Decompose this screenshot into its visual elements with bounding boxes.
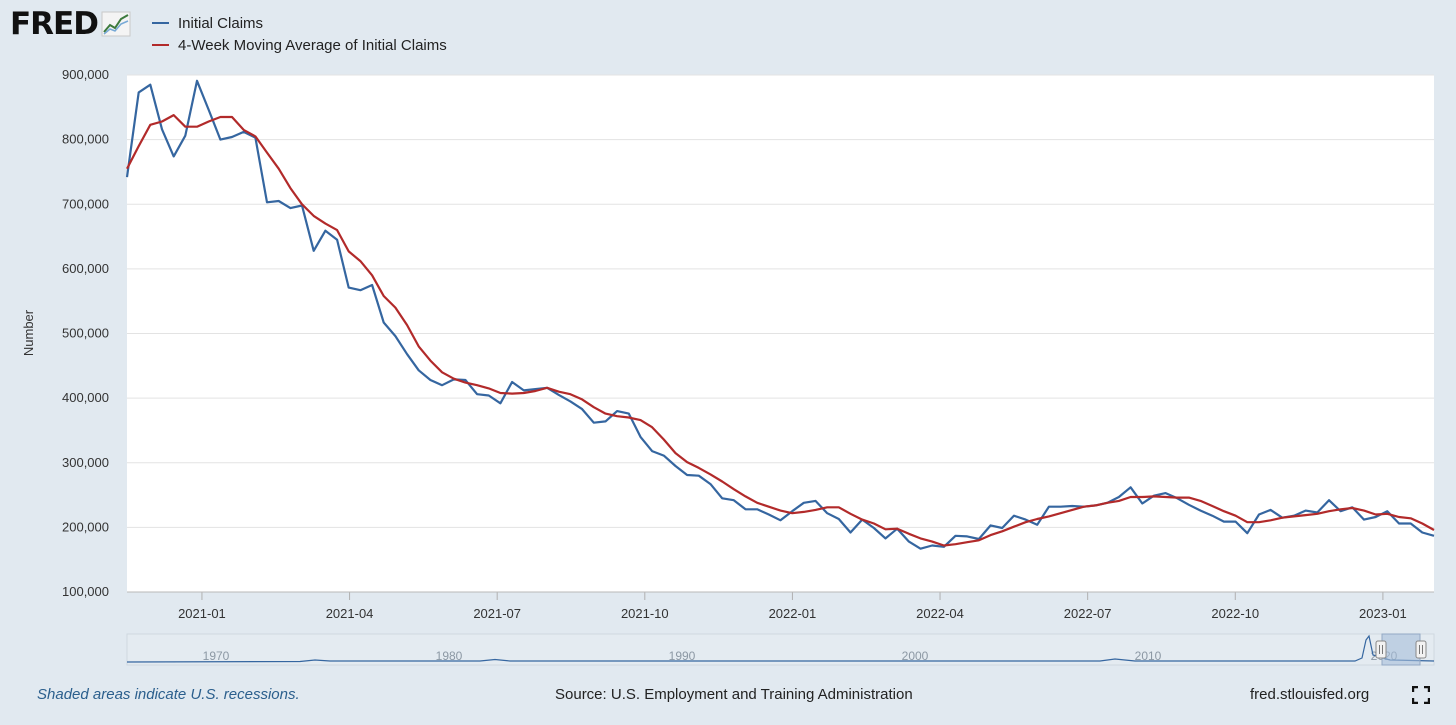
x-tick-label: 2022-10 (1211, 606, 1259, 621)
moving-average-line (126, 113, 1435, 547)
x-tick-label: 2021-07 (473, 606, 521, 621)
x-tick-label: 2023-01 (1359, 606, 1407, 621)
fred-logo-text: FRED (10, 6, 99, 42)
x-tick-label: 2022-01 (769, 606, 817, 621)
y-tick-label: 300,000 (62, 455, 109, 470)
x-tick-label: 2022-04 (916, 606, 964, 621)
legend-swatch-moving-average (152, 44, 169, 46)
x-tick-label: 2021-10 (621, 606, 669, 621)
line-chart-icon (101, 11, 131, 37)
navigator-year-label: 2010 (1135, 649, 1162, 663)
initial-claims-line (125, 79, 1435, 550)
fullscreen-icon[interactable] (1412, 686, 1430, 704)
x-tick-label: 2021-04 (326, 606, 374, 621)
fred-logo[interactable]: FRED (10, 6, 131, 42)
series-lines (125, 79, 1435, 550)
legend-label-initial-claims: Initial Claims (178, 14, 264, 32)
navigator-right-handle[interactable] (1415, 640, 1427, 659)
x-tick-label: 2022-07 (1064, 606, 1112, 621)
y-axis-tick-labels: 100,000 200,000 300,000 400,000 500,000 600,0… (62, 67, 109, 599)
y-tick-label: 400,000 (62, 390, 109, 405)
y-tick-label: 200,000 (62, 519, 109, 534)
x-axis-tick-labels: 2021-01 2021-04 2021-07 2021-10 2022-01 2022-… (127, 591, 1434, 621)
y-tick-label: 600,000 (62, 261, 109, 276)
y-tick-label: 500,000 (62, 326, 109, 341)
navigator-series (126, 634, 1435, 663)
y-tick-label: 700,000 (62, 196, 109, 211)
navigator-track (126, 633, 1435, 666)
gridlines (127, 74, 1434, 528)
y-tick-label: 100,000 (62, 584, 109, 599)
legend-swatch-initial-claims (152, 22, 169, 24)
y-tick-label: 800,000 (62, 132, 109, 147)
chart-legend: Initial Claims 4-Week Moving Average of … (152, 12, 447, 56)
recessions-note: Shaded areas indicate U.S. recessions. (37, 686, 300, 703)
legend-label-moving-average: 4-Week Moving Average of Initial Claims (178, 36, 447, 54)
site-link[interactable]: fred.stlouisfed.org (1250, 686, 1370, 703)
y-axis-label: Number (21, 309, 36, 356)
navigator-year-label: 1990 (669, 649, 696, 663)
navigator-selection[interactable] (1381, 633, 1421, 666)
range-navigator[interactable]: 197019801990200020102020 (126, 633, 1435, 666)
y-tick-label: 900,000 (62, 67, 109, 82)
legend-item-initial-claims[interactable]: Initial Claims (152, 12, 447, 34)
legend-item-moving-average[interactable]: 4-Week Moving Average of Initial Claims (152, 34, 447, 56)
navigator-year-label: 1980 (436, 649, 463, 663)
navigator-year-label: 1970 (203, 649, 230, 663)
navigator-left-handle[interactable] (1375, 640, 1387, 659)
source-note: Source: U.S. Employment and Training Adm… (555, 686, 913, 703)
x-tick-label: 2021-01 (178, 606, 226, 621)
navigator-year-label: 2000 (902, 649, 929, 663)
